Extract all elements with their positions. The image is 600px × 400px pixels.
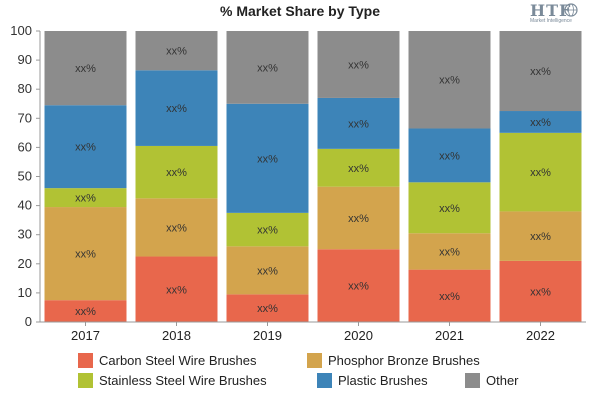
bar-segment	[317, 148, 400, 187]
legend-swatch	[78, 373, 93, 388]
x-tick-label: 2019	[253, 328, 282, 343]
y-tick-label: 20	[18, 256, 32, 271]
data-label: xx%	[75, 142, 96, 154]
data-label: xx%	[166, 46, 187, 58]
data-label: xx%	[439, 203, 460, 215]
bar-segment	[44, 105, 127, 189]
globe-icon	[564, 3, 578, 17]
bar-segment	[44, 188, 127, 208]
bar-segment	[135, 256, 218, 322]
data-label: xx%	[530, 167, 551, 179]
data-label: xx%	[75, 249, 96, 261]
data-label: xx%	[348, 213, 369, 225]
bar-segment	[317, 249, 400, 322]
legend-swatch	[465, 373, 480, 388]
data-label: xx%	[166, 167, 187, 179]
data-label: xx%	[257, 303, 278, 315]
y-tick-label: 70	[18, 110, 32, 125]
y-tick-label: 50	[18, 169, 32, 184]
y-tick-label: 100	[10, 23, 32, 38]
y-tick-label: 80	[18, 81, 32, 96]
data-label: xx%	[530, 286, 551, 298]
bar-segment	[226, 103, 309, 213]
y-tick-label: 60	[18, 139, 32, 154]
bar-segment	[317, 31, 400, 98]
data-label: xx%	[530, 231, 551, 243]
data-label: xx%	[348, 163, 369, 175]
bar-segment	[499, 111, 582, 133]
data-label: xx%	[439, 246, 460, 258]
bar-segment	[499, 132, 582, 212]
data-label: xx%	[75, 193, 96, 205]
legend-swatch	[317, 373, 332, 388]
bar-segment	[317, 97, 400, 149]
legend-item: Stainless Steel Wire Brushes	[78, 373, 267, 388]
bar-segment	[226, 246, 309, 295]
bar-segment	[408, 269, 491, 322]
legend-item: Plastic Brushes	[317, 373, 428, 388]
logo-tagline: Market Intelligence	[530, 18, 572, 24]
data-label: xx%	[75, 63, 96, 75]
bar-segment	[499, 260, 582, 322]
data-label: xx%	[257, 62, 278, 74]
legend-label: Carbon Steel Wire Brushes	[99, 353, 257, 368]
y-tick-label: 0	[25, 314, 32, 329]
legend-label: Plastic Brushes	[338, 373, 428, 388]
bar-segment	[317, 186, 400, 250]
bar-segment	[135, 31, 218, 71]
chart-title: % Market Share by Type	[219, 3, 381, 19]
data-label: xx%	[530, 117, 551, 129]
data-label: xx%	[166, 222, 187, 234]
bar-segment	[499, 211, 582, 261]
x-tick-label: 2022	[526, 328, 555, 343]
legend-swatch	[78, 353, 93, 368]
bar-segment	[226, 294, 309, 322]
y-tick-label: 90	[18, 52, 32, 67]
y-tick-label: 10	[18, 285, 32, 300]
bar-segment	[135, 70, 218, 146]
bar-segment	[44, 31, 127, 106]
bar-segment	[135, 198, 218, 257]
data-label: xx%	[439, 150, 460, 162]
data-label: xx%	[257, 225, 278, 237]
bar-segment	[408, 182, 491, 234]
data-label: xx%	[348, 281, 369, 293]
bar-segment	[499, 31, 582, 112]
data-label: xx%	[439, 75, 460, 87]
bar-segment	[135, 145, 218, 199]
bar-segment	[408, 233, 491, 270]
legend-item: Phosphor Bronze Brushes	[307, 353, 480, 368]
legend-label: Other	[486, 373, 519, 388]
x-tick-label: 2017	[71, 328, 100, 343]
legend-label: Stainless Steel Wire Brushes	[99, 373, 267, 388]
y-tick-label: 30	[18, 227, 32, 242]
x-tick-label: 2021	[435, 328, 464, 343]
legend-label: Phosphor Bronze Brushes	[328, 353, 480, 368]
bar-segment	[408, 128, 491, 183]
y-tick-label: 40	[18, 198, 32, 213]
data-label: xx%	[257, 153, 278, 165]
legend-swatch	[307, 353, 322, 368]
data-label: xx%	[439, 291, 460, 303]
x-tick-label: 2018	[162, 328, 191, 343]
data-label: xx%	[530, 66, 551, 78]
bar-segment	[44, 300, 127, 322]
x-tick-label: 2020	[344, 328, 373, 343]
htf-logo: HTF Market Intelligence	[526, 1, 586, 26]
data-label: xx%	[75, 306, 96, 318]
data-label: xx%	[166, 103, 187, 115]
legend-item: Other	[465, 373, 519, 388]
bar-segment	[226, 31, 309, 104]
data-label: xx%	[348, 59, 369, 71]
data-label: xx%	[257, 265, 278, 277]
bar-segment	[44, 207, 127, 301]
data-label: xx%	[166, 284, 187, 296]
bar-segment	[408, 31, 491, 129]
logo-wordmark: HTF	[530, 1, 572, 20]
data-label: xx%	[348, 118, 369, 130]
bar-segment	[226, 212, 309, 247]
legend-item: Carbon Steel Wire Brushes	[78, 353, 257, 368]
